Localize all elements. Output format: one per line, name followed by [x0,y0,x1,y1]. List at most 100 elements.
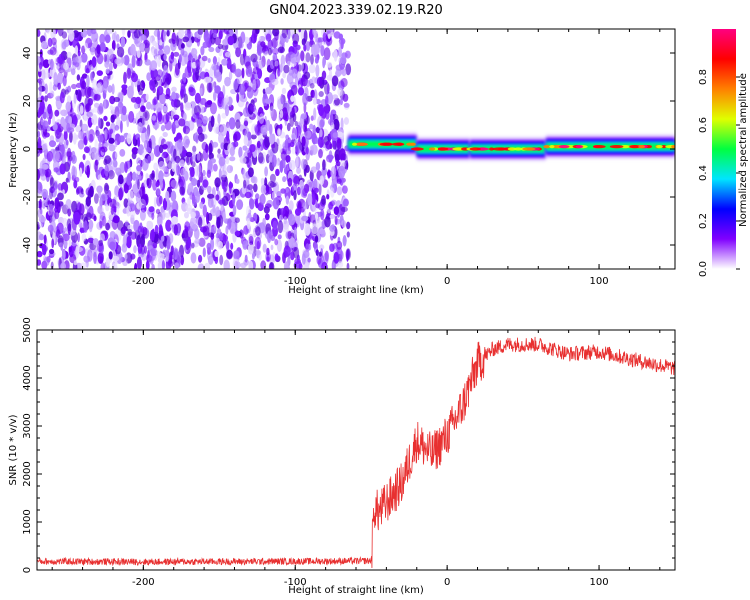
noise-blob [211,141,219,148]
noise-blob [114,229,122,242]
noise-blob [346,231,350,238]
noise-blob [224,51,231,58]
noise-blob [49,177,55,189]
noise-blob [43,234,47,245]
noise-blob [158,170,164,183]
noise-blob [56,72,64,85]
noise-blob [105,68,110,74]
noise-blob [309,83,315,89]
noise-blob [240,31,246,44]
noise-blob [328,201,333,210]
noise-blob [233,141,239,148]
noise-blob [211,81,215,90]
signal-hotspot [354,142,368,146]
noise-blob [214,237,221,247]
noise-blob [240,262,247,269]
snr-y-ticks: 0 1000 2000 3000 4000 5000 [22,317,675,573]
noise-blob [93,251,97,264]
noise-blob [94,193,99,204]
noise-blob [256,240,260,250]
noise-blob [269,133,275,145]
noise-blob [264,136,271,148]
noise-blob [234,217,240,223]
noise-blob [39,233,44,241]
noise-blob [104,184,110,191]
noise-blob [171,91,177,100]
noise-blob [298,263,303,269]
noise-blob [64,89,69,95]
noise-blob [139,105,146,113]
noise-blob [156,216,163,227]
noise-blob [137,179,141,190]
noise-blob [46,150,54,162]
noise-blob [219,254,224,266]
noise-blob [124,220,129,227]
noise-blob [56,229,61,239]
noise-blob [260,184,267,195]
noise-blob [202,204,207,218]
noise-blob [257,60,265,69]
noise-blob [194,92,201,104]
noise-blob [99,233,105,242]
noise-blob [206,242,212,250]
noise-blob [193,105,201,116]
noise-blob [291,29,298,34]
noise-blob [87,189,92,200]
noise-blob [265,33,272,42]
noise-blob [344,154,348,164]
noise-blob [63,62,69,71]
noise-blob [111,40,116,51]
noise-blob [109,231,116,239]
noise-blob [214,36,222,46]
noise-blob [301,215,309,222]
noise-blob [141,158,149,171]
noise-blob [208,142,213,155]
noise-blob [280,207,286,215]
noise-blob [322,32,327,43]
noise-blob [72,132,77,145]
noise-blob [52,114,56,126]
noise-blob [149,79,156,91]
noise-blob [208,46,215,53]
noise-blob [217,148,221,154]
noise-blob [243,135,249,146]
noise-blob [196,111,200,120]
noise-blob [191,48,198,57]
noise-blob [48,108,53,120]
noise-blob [98,239,103,247]
noise-blob [114,140,118,148]
noise-blob [293,246,300,259]
noise-blob [104,34,111,44]
noise-blob [192,145,197,153]
noise-blob [124,253,128,260]
noise-blob [326,74,334,81]
colorbar-ticks: 0.0 0.2 0.4 0.6 0.8 [698,69,740,277]
noise-blob [117,46,125,58]
noise-blob [42,120,49,130]
noise-blob [262,243,267,253]
noise-blob [317,37,325,43]
noise-blob [250,53,258,63]
noise-blob [66,218,72,232]
noise-blob [37,201,40,209]
noise-blob [202,247,206,258]
noise-blob [264,203,272,209]
noise-blob [157,54,161,68]
noise-blob [198,132,205,142]
noise-blob [340,77,348,88]
noise-blob [112,158,118,171]
noise-blob [93,93,101,101]
noise-blob [271,191,276,200]
noise-blob [207,212,213,221]
noise-blob [281,107,289,120]
noise-blob [285,36,289,43]
colorbar-tick-label: 0.6 [698,117,709,133]
noise-blob [225,156,230,165]
noise-blob [149,60,158,71]
noise-blob [97,186,102,199]
noise-blob [191,150,197,163]
noise-blob [127,228,133,237]
noise-blob [223,259,230,269]
noise-blob [267,149,271,157]
noise-blob [37,240,41,247]
